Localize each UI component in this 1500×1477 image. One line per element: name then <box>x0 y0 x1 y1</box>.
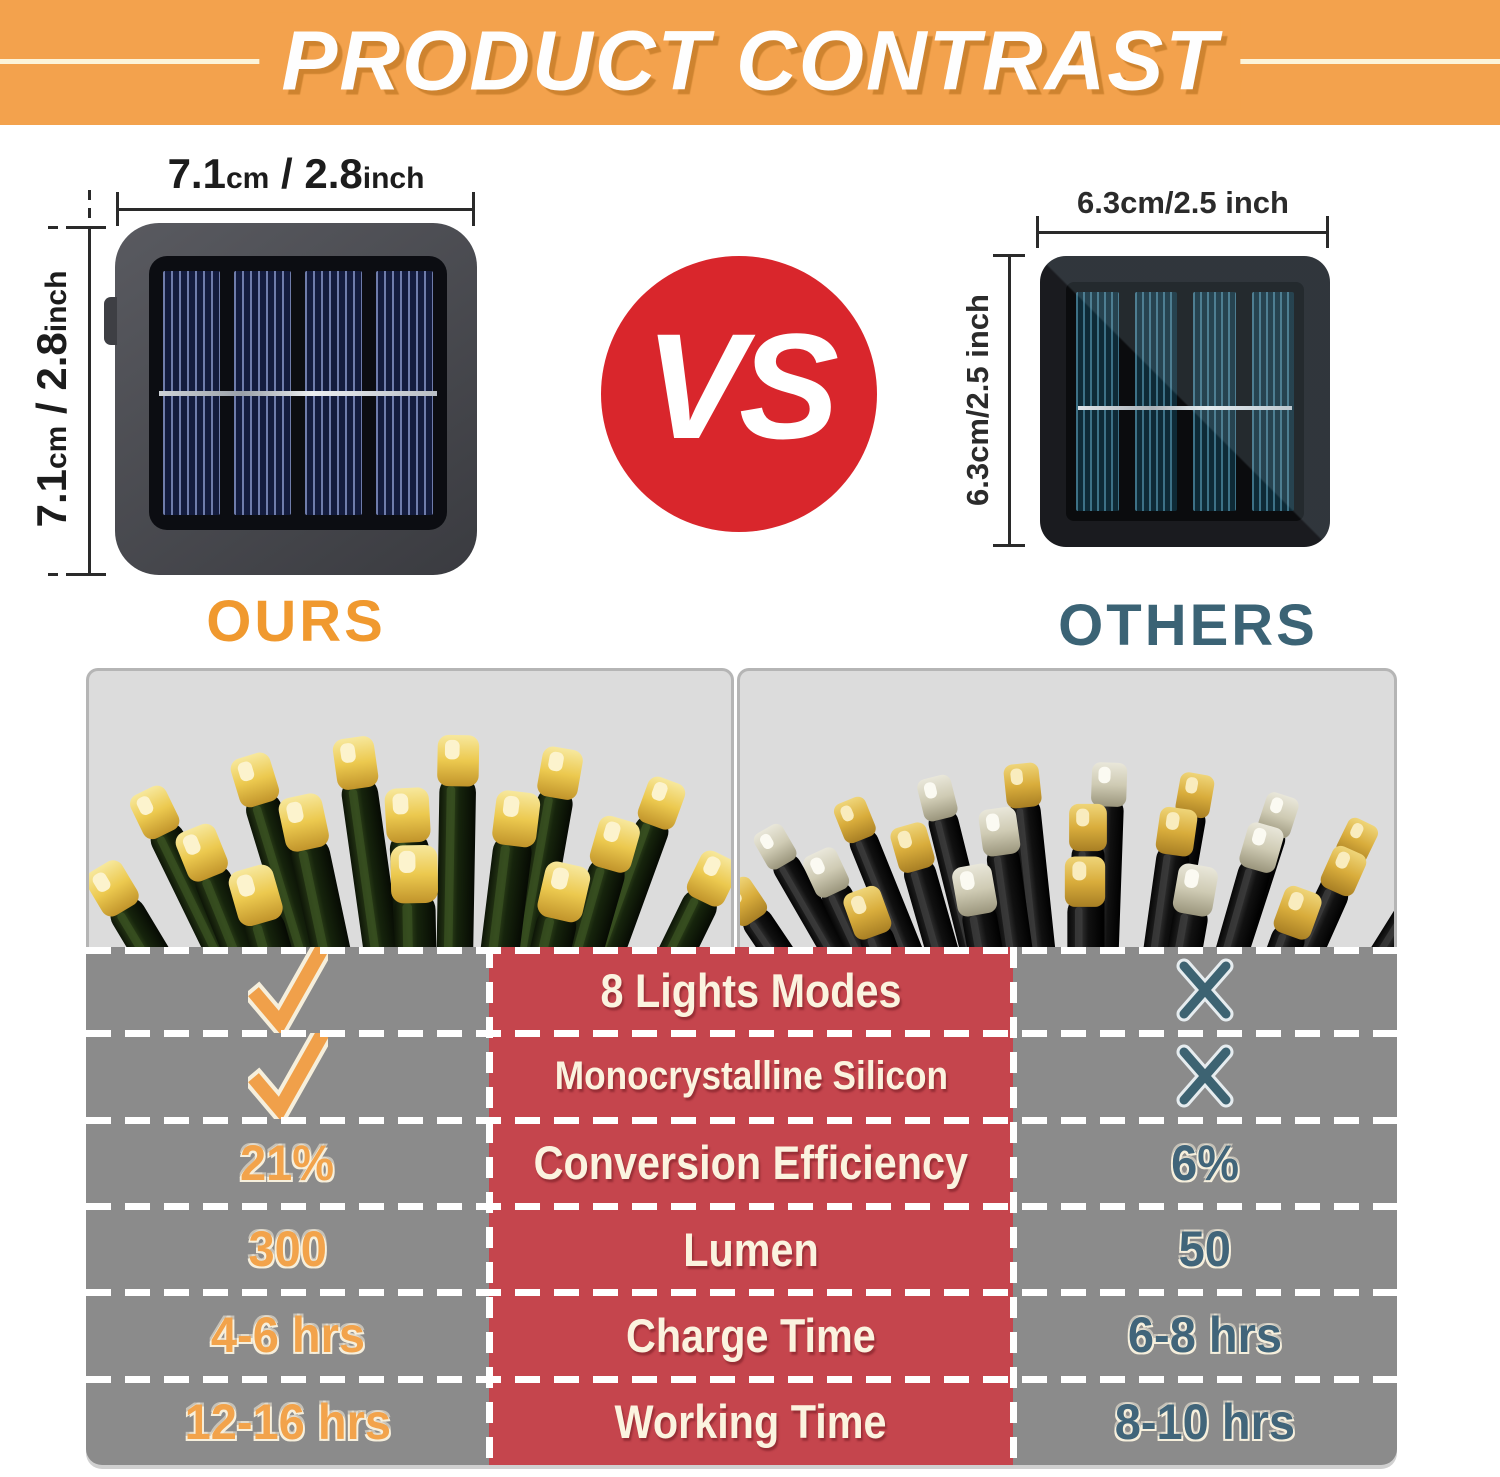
table-row: 12-16 hrs Working Time 8-10 hrs <box>86 1378 1397 1465</box>
cross-icon <box>1176 958 1234 1022</box>
others-value-cell: 8-10 hrs <box>1013 1379 1397 1465</box>
page-title: PRODUCT CONTRAST <box>259 12 1241 110</box>
feature-label: Conversion Efficiency <box>533 1136 969 1190</box>
feature-label: Lumen <box>683 1222 819 1276</box>
feature-cell: Conversion Efficiency <box>489 1119 1013 1206</box>
others-value: 50 <box>1178 1221 1232 1278</box>
header-banner: PRODUCT CONTRAST <box>0 0 1500 125</box>
ours-extension-dash-bottom <box>48 573 86 576</box>
table-row: Monocrystalline Silicon <box>86 1033 1397 1120</box>
ours-value-cell: 12-16 hrs <box>86 1379 489 1465</box>
ours-width-inch-value: 2.8 <box>304 150 363 197</box>
ours-value-cell <box>86 947 489 1034</box>
feature-label: Charge Time <box>626 1308 876 1362</box>
ours-value: 300 <box>248 1221 327 1278</box>
string-lights-ours-illustration <box>89 734 731 947</box>
others-value: 6-8 hrs <box>1127 1307 1283 1364</box>
ours-value-cell: 300 <box>86 1206 489 1292</box>
ours-extension-dash-top <box>48 226 86 229</box>
others-value: 8-10 hrs <box>1114 1393 1296 1450</box>
others-product-photo <box>737 668 1397 947</box>
others-solar-panel <box>1040 256 1330 547</box>
ours-width-right-tick <box>472 192 475 226</box>
table-row: 21% Conversion Efficiency 6% <box>86 1119 1397 1206</box>
ours-height-separator: / <box>28 390 75 426</box>
others-value-cell: 50 <box>1013 1206 1397 1292</box>
others-label: OTHERS <box>1058 593 1318 658</box>
check-icon <box>247 947 328 1034</box>
ours-label: OURS <box>206 589 386 654</box>
feature-label: 8 Lights Modes <box>600 963 902 1017</box>
ours-height-dimension-label: 7.1cm / 2.8inch <box>28 271 76 528</box>
feature-cell: Working Time <box>489 1378 1013 1465</box>
solar-busbar <box>1078 406 1292 411</box>
ours-width-cm-unit: cm <box>225 162 270 195</box>
ours-width-cm-value: 7.1 <box>167 150 226 197</box>
others-value-cell <box>1013 947 1397 1033</box>
others-height-top-tick <box>993 254 1025 257</box>
others-solar-cells <box>1076 292 1294 511</box>
ours-height-inch-unit: inch <box>40 270 73 333</box>
ours-value: 4-6 hrs <box>210 1307 365 1364</box>
ours-height-cm-unit: cm <box>40 425 73 470</box>
solar-cell <box>1134 292 1177 511</box>
ours-width-left-tick <box>116 192 119 226</box>
ours-width-dimension-label: 7.1cm / 2.8inch <box>115 150 477 198</box>
panel-reflection <box>1040 256 1330 547</box>
cross-icon <box>1176 1044 1234 1108</box>
solar-busbar <box>159 391 437 396</box>
ours-value: 21% <box>240 1134 335 1191</box>
table-row: 300 Lumen 50 <box>86 1205 1397 1293</box>
string-lights-others-illustration <box>740 761 1394 947</box>
table-row: 8 Lights Modes <box>86 947 1397 1034</box>
others-height-bottom-tick <box>993 544 1025 547</box>
ours-value-cell <box>86 1033 489 1120</box>
solar-panel-side-tab <box>104 297 117 345</box>
feature-label: Monocrystalline Silicon <box>554 1053 948 1098</box>
feature-label: Working Time <box>615 1395 887 1449</box>
ours-height-top-tick <box>72 226 106 229</box>
feature-cell: Monocrystalline Silicon <box>489 1033 1013 1120</box>
ours-height-bottom-tick <box>72 573 106 576</box>
others-value-cell: 6-8 hrs <box>1013 1292 1397 1378</box>
others-height-dimension-line <box>1008 256 1011 546</box>
ours-value-cell: 21% <box>86 1120 489 1206</box>
ours-height-inch-value: 2.8 <box>28 332 75 391</box>
feature-cell: 8 Lights Modes <box>489 947 1013 1034</box>
ours-width-separator: / <box>269 150 305 197</box>
others-solar-panel-face <box>1066 282 1304 521</box>
vs-badge: VS <box>601 256 877 532</box>
others-value: 6% <box>1171 1134 1239 1191</box>
comparison-table: 8 Lights Modes Monocrystalline Si <box>86 947 1397 1465</box>
others-width-dimension-line <box>1038 231 1328 234</box>
solar-cell <box>1076 292 1119 511</box>
check-icon <box>247 1033 328 1120</box>
table-row: 4-6 hrs Charge Time 6-8 hrs <box>86 1292 1397 1379</box>
ours-height-dimension-line <box>88 228 91 576</box>
solar-cell <box>1193 292 1236 511</box>
ours-width-inch-unit: inch <box>362 162 425 195</box>
feature-cell: Lumen <box>489 1205 1013 1293</box>
solar-cell <box>1251 292 1294 511</box>
vs-label: VS <box>644 301 839 470</box>
ours-solar-panel <box>104 223 477 575</box>
others-width-right-tick <box>1326 216 1329 248</box>
ours-height-cm-value: 7.1 <box>28 469 75 528</box>
others-value-cell: 6% <box>1013 1120 1397 1206</box>
ours-value: 12-16 hrs <box>184 1393 391 1450</box>
others-width-dimension-label: 6.3cm/2.5 inch <box>1077 185 1289 220</box>
others-width-left-tick <box>1036 216 1039 248</box>
ours-value-cell: 4-6 hrs <box>86 1292 489 1378</box>
ours-width-dimension-line <box>118 208 474 211</box>
ours-solar-panel-face <box>149 256 447 530</box>
feature-cell: Charge Time <box>489 1292 1013 1379</box>
ours-product-photo <box>86 668 734 947</box>
others-value-cell <box>1013 1033 1397 1119</box>
others-height-dimension-label: 6.3cm/2.5 inch <box>960 294 995 506</box>
ours-extension-dash-vert <box>88 190 91 224</box>
